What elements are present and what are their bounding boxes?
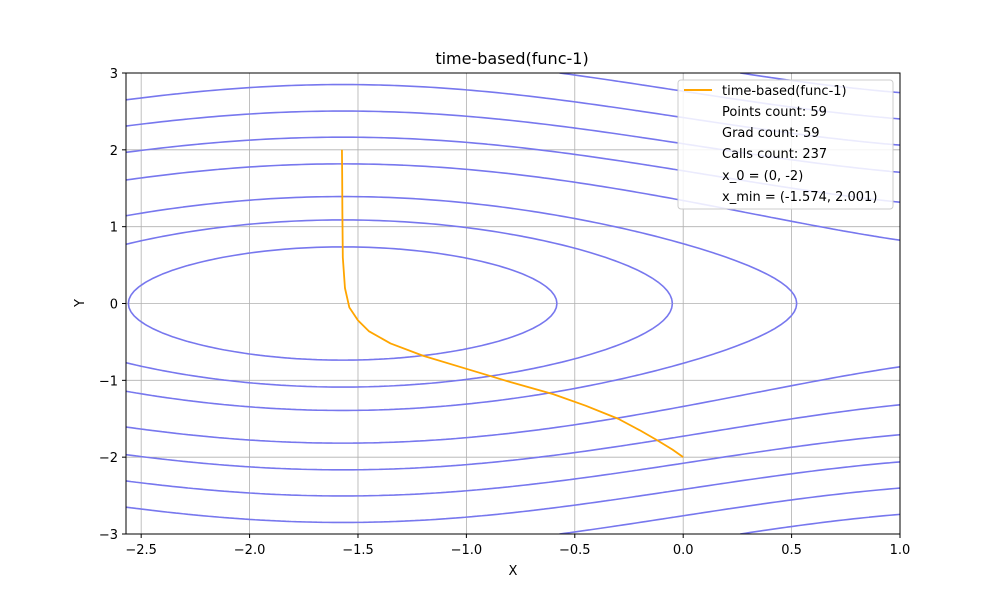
x-tick-label: −2.0 (234, 543, 266, 558)
y-tick-label: −1 (99, 374, 118, 389)
y-tick-label: −3 (99, 528, 118, 543)
legend-entry: x_min = (-1.574, 2.001) (722, 190, 877, 205)
contour-line (126, 163, 900, 444)
y-tick-label: 0 (110, 298, 118, 313)
legend-entry: Grad count: 59 (722, 126, 820, 141)
chart-title: time-based(func-1) (435, 49, 588, 68)
legend-entry: x_0 = (0, -2) (722, 169, 803, 184)
contour-line (127, 246, 558, 361)
series-line (341, 149, 684, 458)
x-tick-label: −2.5 (125, 543, 157, 558)
legend-entry: time-based(func-1) (722, 84, 847, 99)
x-axis-label: X (509, 564, 518, 579)
x-tick-label: −1.0 (451, 543, 483, 558)
y-axis-label: Y (73, 299, 88, 308)
x-tick-label: −1.5 (342, 543, 374, 558)
legend-entry: Calls count: 237 (722, 147, 827, 162)
contour-line (126, 219, 674, 388)
legend-box (677, 79, 894, 210)
y-tick-label: −2 (99, 451, 118, 466)
x-tick-label: 0.5 (781, 543, 802, 558)
x-tick-label: 0.0 (673, 543, 694, 558)
legend: time-based(func-1) Points count: 59 Grad… (677, 79, 894, 210)
ticks: −2.5 −2.0 −1.5 −1.0 −0.5 0.0 0.5 1.0 −3 −2 −1 0 1 2 3 (99, 67, 911, 558)
y-tick-label: 3 (110, 67, 118, 82)
x-tick-label: −0.5 (559, 543, 591, 558)
legend-entry: Points count: 59 (722, 105, 827, 120)
x-tick-label: 1.0 (890, 543, 911, 558)
trajectory (341, 149, 684, 458)
y-tick-label: 2 (110, 144, 118, 159)
y-tick-label: 1 (110, 221, 118, 236)
contour-line (126, 195, 798, 412)
